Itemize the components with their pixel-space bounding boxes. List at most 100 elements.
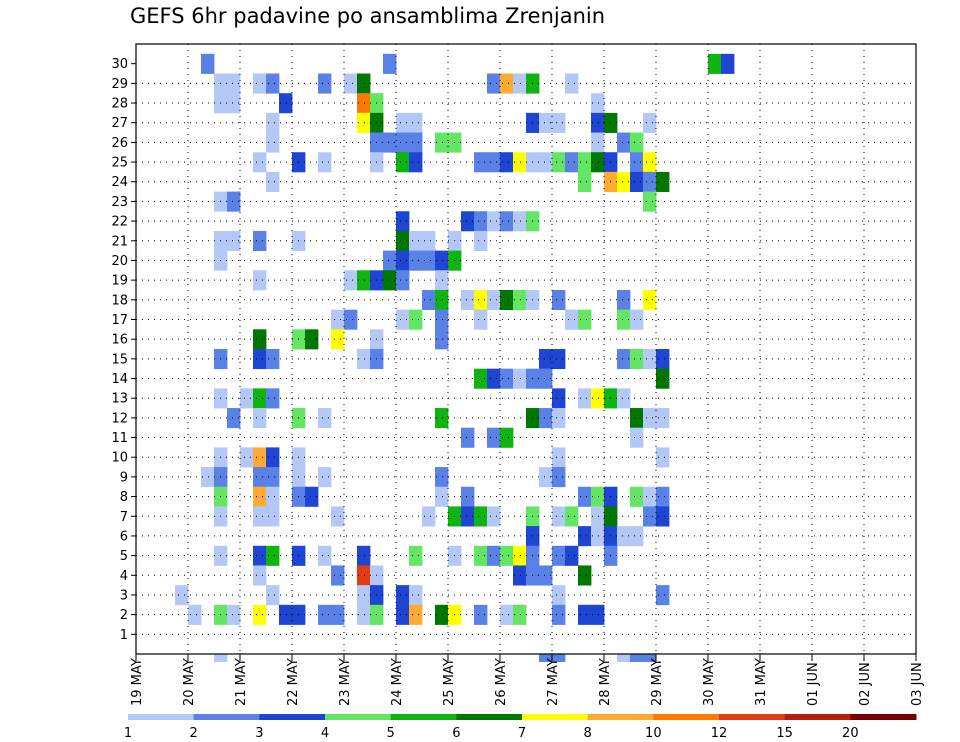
x-tick-label: 23 MAY (338, 658, 353, 706)
heatmap-cell (474, 211, 488, 232)
y-tick-label: 13 (111, 392, 128, 407)
x-tick-label: 25 MAY (442, 658, 457, 706)
heatmap-cell (500, 368, 514, 389)
chart-title: GEFS 6hr padavine po ansamblima Zrenjani… (130, 4, 606, 28)
heatmap-cell (591, 112, 605, 133)
heatmap-cell (318, 545, 332, 566)
heatmap-cell (409, 112, 423, 133)
heatmap-cell (643, 408, 657, 429)
heatmap-cell (383, 270, 397, 291)
plot-frame (135, 43, 917, 655)
heatmap-cell (617, 388, 631, 409)
heatmap-cell (435, 408, 449, 429)
heatmap-cell (630, 526, 644, 547)
heatmap-cell (500, 73, 514, 94)
colorbar-label: 10 (645, 726, 662, 741)
heatmap-cell (552, 408, 566, 429)
heatmap-cell (630, 427, 644, 448)
heatmap-cell (253, 152, 267, 173)
colorbar-label: 8 (584, 726, 592, 741)
heatmap-cell (643, 506, 657, 527)
y-tick-label: 22 (111, 215, 128, 230)
y-tick-label: 30 (111, 57, 128, 72)
heatmap-cell (552, 112, 566, 133)
heatmap-cell (357, 349, 371, 370)
y-tick-label: 20 (111, 254, 128, 269)
heatmap-cell (539, 112, 553, 133)
heatmap-cell (474, 289, 488, 311)
heatmap-cell (552, 604, 566, 625)
heatmap-cell (357, 93, 371, 114)
heatmap-cell (266, 545, 280, 566)
heatmap-cell (656, 506, 670, 527)
heatmap-cell (435, 270, 449, 291)
x-tick-label: 26 MAY (494, 658, 509, 706)
heatmap-cell (422, 289, 436, 311)
heatmap-cell (474, 506, 488, 527)
heatmap-cell (253, 604, 267, 625)
heatmap-cell (643, 112, 657, 133)
heatmap-cell (617, 526, 631, 547)
heatmap-cell (240, 447, 254, 468)
heatmap-cell (279, 93, 293, 114)
y-tick-label: 5 (120, 549, 128, 564)
y-tick-label: 12 (111, 411, 128, 426)
heatmap-cell (630, 152, 644, 173)
heatmap-cell (253, 408, 267, 429)
heatmap-cell (214, 654, 228, 662)
heatmap-cell (617, 132, 631, 153)
heatmap-cell (253, 565, 267, 586)
heatmap-cell (591, 93, 605, 114)
colorbar-label: 7 (518, 726, 526, 741)
heatmap-cell (357, 73, 371, 94)
heatmap-cell (409, 604, 423, 625)
heatmap-cell (643, 289, 657, 311)
heatmap-cell (539, 408, 553, 429)
heatmap-cell (409, 250, 423, 271)
heatmap-cell (331, 309, 345, 330)
heatmap-cell (565, 309, 579, 330)
heatmap-cell (201, 467, 215, 488)
heatmap-cell (396, 250, 410, 271)
heatmap-cell (552, 654, 566, 662)
y-tick-label: 27 (111, 116, 128, 131)
heatmap-cell (474, 368, 488, 389)
heatmap-cell (487, 73, 501, 94)
colorbar-label: 12 (711, 726, 728, 741)
y-tick-label: 23 (111, 195, 128, 210)
colorbar-label: 15 (776, 726, 793, 741)
heatmap-cell (656, 171, 670, 192)
heatmap-cell (656, 408, 670, 429)
heatmap-cell (253, 230, 267, 252)
heatmap-cell (383, 132, 397, 153)
heatmap-cell (630, 486, 644, 507)
heatmap-cell (266, 506, 280, 527)
heatmap-cell (435, 309, 449, 330)
heatmap-cell (383, 53, 397, 74)
colorbar-label: 6 (452, 726, 460, 741)
x-tick-label: 03 JUN (910, 662, 925, 706)
y-tick-label: 26 (111, 136, 128, 151)
heatmap-cell (630, 349, 644, 370)
colorbar-segment (128, 714, 195, 720)
heatmap-cell (253, 467, 267, 488)
heatmap-cell (188, 604, 202, 625)
heatmap-cell (500, 427, 514, 448)
x-tick-label: 19 MAY (130, 658, 145, 706)
heatmap-cell (422, 250, 436, 271)
heatmap-cell (617, 309, 631, 330)
heatmap-cell (357, 545, 371, 566)
heatmap-cell (318, 604, 332, 625)
heatmap-cell (461, 486, 475, 507)
heatmap-cell (318, 467, 332, 488)
heatmap-cell (513, 73, 527, 94)
heatmap-cell (227, 408, 241, 429)
heatmap-cell (279, 604, 293, 625)
colorbar-segment (850, 714, 917, 720)
heatmap-cell (656, 585, 670, 606)
heatmap-cell (513, 152, 527, 173)
heatmap-cell (500, 152, 514, 173)
heatmap-cell (552, 289, 566, 311)
heatmap-cell (461, 506, 475, 527)
heatmap-cell (305, 329, 319, 350)
